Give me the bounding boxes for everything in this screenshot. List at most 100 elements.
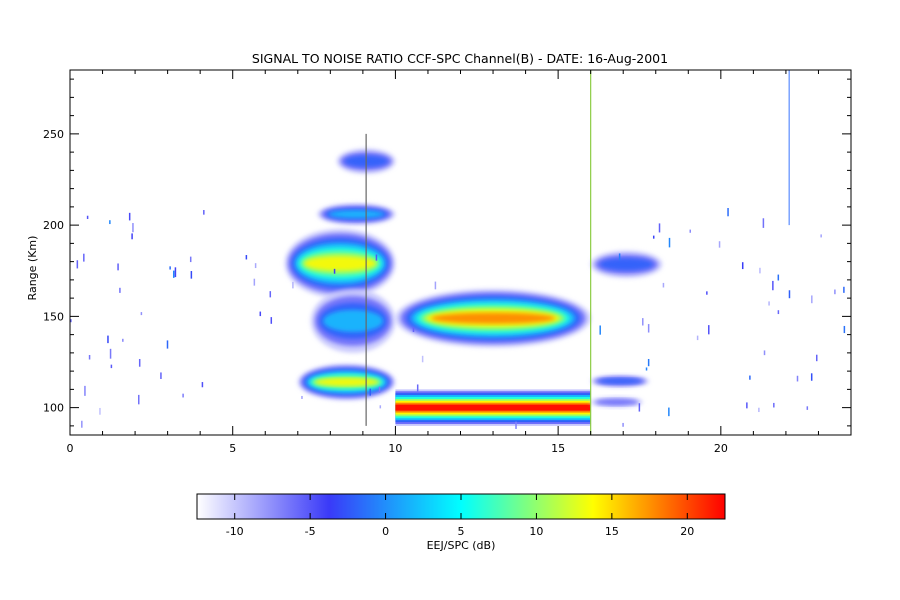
colorbar-tick-label: 0 — [382, 525, 389, 538]
colorbar-ticks: -10 -5 0 5 10 15 20 — [226, 494, 694, 538]
noise-speckle — [718, 241, 721, 248]
region-level — [304, 256, 376, 271]
region-level — [315, 378, 379, 386]
region-level — [599, 258, 654, 271]
noise-speckle — [375, 254, 378, 261]
x-tick-label: 15 — [551, 442, 565, 455]
noise-speckle — [107, 335, 109, 344]
region-level — [597, 378, 642, 385]
noise-speckle — [746, 402, 748, 409]
noise-speckle — [301, 395, 303, 399]
noise-speckle — [815, 354, 818, 362]
noise-speckle — [378, 386, 381, 393]
colorbar-tick-label: 5 — [458, 525, 465, 538]
noise-speckle — [599, 325, 601, 335]
noise-speckle — [379, 405, 382, 409]
noise-speckle — [773, 402, 775, 408]
noise-speckle — [119, 287, 121, 293]
colorbar-tick-label: 10 — [529, 525, 543, 538]
noise-speckle — [140, 312, 143, 316]
noise-speckle — [190, 271, 193, 279]
y-tick-label: 150 — [43, 310, 64, 323]
noise-speckle — [741, 262, 744, 270]
y-axis-label: Range (Km) — [26, 236, 39, 301]
noise-speckle — [689, 229, 692, 233]
noise-speckle — [369, 388, 371, 396]
noise-speckle — [269, 291, 272, 298]
region-level — [595, 398, 639, 406]
x-tick-label: 5 — [229, 442, 236, 455]
vertical-lines — [365, 70, 790, 435]
noise-speckle — [647, 324, 650, 333]
noise-speckle — [668, 237, 671, 248]
noise-speckle — [83, 253, 85, 262]
noise-speckle — [174, 267, 177, 278]
noise-speckle — [131, 233, 133, 240]
noise-speckle — [652, 235, 655, 239]
region-evening-layer-150 — [310, 289, 396, 353]
noise-speckle — [110, 364, 113, 369]
noise-speckle — [160, 372, 162, 379]
noise-speckle — [806, 406, 809, 410]
region-level — [431, 312, 555, 324]
noise-speckle — [622, 422, 624, 427]
noise-speckle — [292, 281, 294, 289]
region-eej-100 — [395, 389, 591, 426]
noise-speckle — [333, 268, 336, 274]
noise-speckle — [762, 218, 765, 228]
region-evening-layer-205 — [317, 203, 396, 226]
noise-speckle — [189, 256, 192, 263]
signal-regions — [284, 148, 663, 426]
noise-speckle — [696, 335, 699, 341]
colorbar-tick-label: -5 — [305, 525, 316, 538]
noise-speckle — [86, 215, 89, 219]
colorbar-tick-label: -10 — [226, 525, 244, 538]
noise-speckle — [70, 319, 72, 323]
noise-speckle — [820, 234, 822, 238]
noise-speckle — [203, 210, 205, 215]
noise-speckle — [270, 317, 273, 324]
noise-speckle — [84, 385, 86, 396]
noise-speckle — [166, 340, 169, 349]
x-tick-label: 0 — [67, 442, 74, 455]
noise-speckle — [132, 223, 134, 233]
colorbar-tick-label: 15 — [605, 525, 619, 538]
noise-speckle — [182, 393, 184, 398]
noise-speckle — [758, 407, 760, 413]
noise-speckle — [109, 348, 112, 359]
region-midday-arc-150 — [395, 289, 591, 348]
noise-speckle — [658, 223, 661, 233]
noise-speckle — [122, 338, 124, 342]
noise-speckle — [834, 289, 836, 295]
plot-frame — [69, 69, 852, 436]
noise-speckles — [70, 208, 846, 429]
noise-speckle — [618, 253, 621, 261]
noise-speckle — [777, 310, 780, 315]
y-tick-label: 250 — [43, 128, 64, 141]
noise-speckle — [788, 290, 791, 299]
noise-speckle — [662, 282, 665, 288]
noise-speckle — [749, 375, 751, 380]
region-post-16-layer-103 — [590, 396, 643, 408]
noise-speckle — [138, 394, 140, 405]
noise-speckle — [416, 384, 419, 392]
chart-title: SIGNAL TO NOISE RATIO CCF-SPC Channel(B)… — [252, 51, 668, 66]
noise-speckle — [843, 286, 845, 293]
noise-speckle — [768, 301, 770, 306]
noise-speckle — [777, 274, 780, 281]
noise-speckle — [88, 354, 91, 360]
noise-speckle — [515, 421, 517, 429]
noise-speckle — [109, 220, 111, 225]
noise-speckle — [81, 420, 83, 428]
heatmap-area — [70, 70, 846, 435]
colorbar-label: EEJ/SPC (dB) — [427, 539, 496, 552]
noise-speckle — [172, 270, 175, 278]
noise-speckle — [668, 407, 670, 417]
region-post-16-layer-115 — [590, 374, 650, 388]
noise-speckle — [253, 278, 256, 286]
y-tick-label: 200 — [43, 219, 64, 232]
noise-speckle — [128, 212, 131, 221]
noise-speckle — [117, 263, 119, 271]
noise-speckle — [645, 367, 648, 371]
